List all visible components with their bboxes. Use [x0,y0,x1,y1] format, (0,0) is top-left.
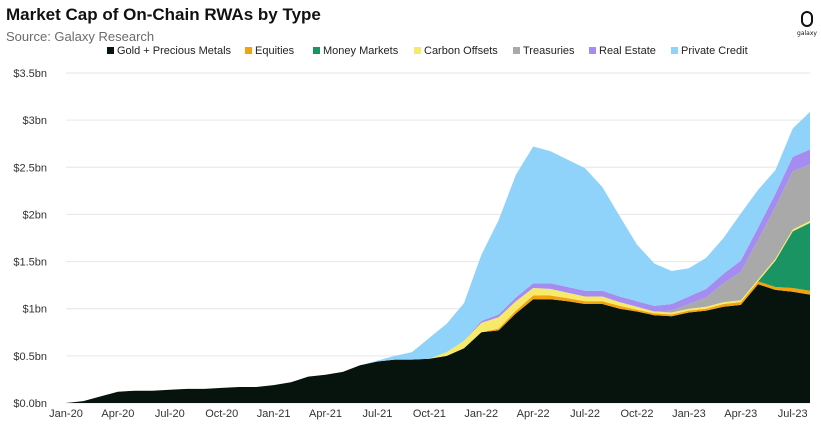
x-tick-label: Jan-21 [257,408,291,420]
legend-label: Carbon Offsets [424,45,498,57]
y-tick-label: $0.0bn [13,398,47,410]
legend-label: Treasuries [523,45,575,57]
galaxy-logo-text: galaxy [797,30,817,37]
x-tick-label: Apr-21 [309,408,342,420]
y-axis: $0.0bn $0.5bn $1bn $1.5bn $2bn $2.5bn $3bn $3.5… [13,68,47,410]
x-tick-label: Jan-23 [672,408,706,420]
series-area-private-credit [66,111,810,403]
x-axis: Jan-20 Apr-20 Jul-20 Oct-20 Jan-21 Apr-21 Jul-… [49,408,808,420]
x-tick-label: Jul-20 [155,408,185,420]
chart-legend: Gold + Precious Metals Equities Money Mark… [0,45,821,61]
legend-item: Treasuries [513,45,575,57]
x-tick-label: Apr-20 [101,408,134,420]
legend-item: Money Markets [313,45,398,57]
galaxy-logo-mark [801,11,813,27]
legend-swatch [513,47,520,54]
y-tick-label: $3bn [23,115,47,127]
chart-subtitle: Source: Galaxy Research [6,29,155,44]
y-tick-label: $1bn [23,304,47,316]
series-layer [66,111,810,403]
legend-swatch [671,47,678,54]
legend-swatch [313,47,320,54]
x-tick-label: Apr-22 [517,408,550,420]
x-tick-label: Jul-23 [778,408,808,420]
legend-item: Private Credit [671,45,748,57]
y-tick-label: $3.5bn [13,68,47,80]
legend-label: Gold + Precious Metals [117,45,232,57]
legend-label: Equities [255,45,295,57]
legend-swatch [589,47,596,54]
y-tick-label: $0.5bn [13,351,47,363]
x-tick-label: Oct-20 [205,408,238,420]
series-area-carbon [66,221,810,403]
y-tick-label: $1.5bn [13,257,47,269]
legend-label: Private Credit [681,45,748,57]
y-tick-label: $2bn [23,209,47,221]
chart-title: Market Cap of On-Chain RWAs by Type [6,5,321,24]
legend-swatch [414,47,421,54]
legend-item: Gold + Precious Metals [107,45,231,57]
series-area-gold [66,284,810,403]
legend-item: Carbon Offsets [414,45,498,57]
legend-label: Real Estate [599,45,656,57]
x-tick-label: Apr-23 [724,408,757,420]
x-tick-label: Oct-21 [413,408,446,420]
x-tick-label: Jul-21 [362,408,392,420]
x-tick-label: Jan-20 [49,408,83,420]
galaxy-logo: galaxy [795,10,819,40]
x-tick-label: Oct-22 [620,408,653,420]
legend-label: Money Markets [323,45,399,57]
legend-swatch [245,47,252,54]
x-tick-label: Jan-22 [464,408,498,420]
legend-item: Equities [245,45,294,57]
x-tick-label: Jul-22 [570,408,600,420]
legend-swatch [107,47,114,54]
legend-item: Real Estate [589,45,656,57]
y-tick-label: $2.5bn [13,162,47,174]
